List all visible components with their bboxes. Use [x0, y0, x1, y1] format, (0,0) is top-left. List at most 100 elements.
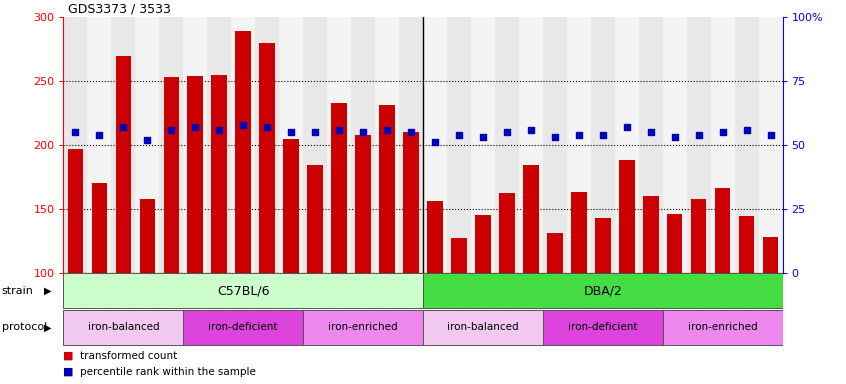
Point: [356, 129, 370, 135]
Bar: [475, 215, 491, 273]
Bar: [423, 17, 447, 273]
Text: ■: ■: [63, 351, 74, 361]
Text: C57BL/6: C57BL/6: [217, 285, 270, 297]
Bar: [543, 310, 662, 345]
Bar: [423, 273, 783, 308]
Point: [140, 137, 154, 143]
Point: [332, 127, 346, 133]
Point: [212, 127, 226, 133]
Bar: [739, 217, 755, 273]
Point: [500, 129, 514, 135]
Bar: [662, 310, 783, 345]
Bar: [662, 17, 687, 273]
Bar: [543, 17, 567, 273]
Point: [308, 129, 321, 135]
Point: [476, 134, 490, 141]
Bar: [519, 17, 543, 273]
Bar: [667, 214, 683, 273]
Bar: [734, 17, 759, 273]
Point: [189, 124, 202, 130]
Point: [428, 139, 442, 146]
Bar: [184, 17, 207, 273]
Bar: [351, 17, 375, 273]
Text: iron-enriched: iron-enriched: [328, 322, 398, 333]
Text: percentile rank within the sample: percentile rank within the sample: [80, 366, 256, 377]
Bar: [91, 183, 107, 273]
Point: [380, 127, 393, 133]
Bar: [116, 56, 131, 273]
Point: [739, 127, 753, 133]
Bar: [595, 218, 611, 273]
Bar: [711, 17, 734, 273]
Text: iron-deficient: iron-deficient: [568, 322, 638, 333]
Bar: [63, 310, 184, 345]
Bar: [523, 166, 539, 273]
Text: iron-balanced: iron-balanced: [88, 322, 159, 333]
Bar: [399, 17, 423, 273]
Bar: [207, 17, 231, 273]
Bar: [715, 189, 730, 273]
Bar: [404, 132, 419, 273]
Point: [236, 121, 250, 127]
Bar: [140, 199, 155, 273]
Point: [524, 127, 537, 133]
Point: [620, 124, 634, 130]
Text: iron-enriched: iron-enriched: [688, 322, 757, 333]
Bar: [112, 17, 135, 273]
Bar: [63, 17, 87, 273]
Point: [261, 124, 274, 130]
Point: [716, 129, 729, 135]
Bar: [423, 310, 543, 345]
Text: ▶: ▶: [44, 322, 52, 333]
Bar: [87, 17, 112, 273]
Point: [548, 134, 562, 141]
Text: ▶: ▶: [44, 286, 52, 296]
Bar: [303, 310, 423, 345]
Bar: [332, 103, 347, 273]
Bar: [547, 233, 563, 273]
Point: [692, 132, 706, 138]
Bar: [255, 17, 279, 273]
Bar: [427, 201, 442, 273]
Bar: [571, 192, 586, 273]
Point: [404, 129, 418, 135]
Point: [164, 127, 178, 133]
Bar: [451, 238, 467, 273]
Bar: [687, 17, 711, 273]
Bar: [327, 17, 351, 273]
Text: GDS3373 / 3533: GDS3373 / 3533: [68, 2, 171, 15]
Bar: [759, 17, 783, 273]
Text: DBA/2: DBA/2: [584, 285, 622, 297]
Bar: [763, 237, 778, 273]
Text: strain: strain: [2, 286, 34, 296]
Bar: [447, 17, 471, 273]
Bar: [615, 17, 639, 273]
Bar: [375, 17, 399, 273]
Bar: [283, 139, 299, 273]
Text: iron-balanced: iron-balanced: [448, 322, 519, 333]
Text: ■: ■: [63, 366, 74, 377]
Bar: [235, 31, 251, 273]
Point: [284, 129, 298, 135]
Bar: [471, 17, 495, 273]
Bar: [260, 43, 275, 273]
Point: [92, 132, 106, 138]
Bar: [591, 17, 615, 273]
Bar: [355, 135, 371, 273]
Bar: [303, 17, 327, 273]
Point: [667, 134, 681, 141]
Bar: [135, 17, 159, 273]
Bar: [567, 17, 591, 273]
Bar: [231, 17, 255, 273]
Text: transformed count: transformed count: [80, 351, 178, 361]
Bar: [184, 310, 303, 345]
Bar: [643, 196, 658, 273]
Point: [452, 132, 465, 138]
Point: [117, 124, 130, 130]
Bar: [495, 17, 519, 273]
Bar: [619, 160, 634, 273]
Bar: [68, 149, 83, 273]
Bar: [159, 17, 184, 273]
Point: [572, 132, 585, 138]
Point: [764, 132, 777, 138]
